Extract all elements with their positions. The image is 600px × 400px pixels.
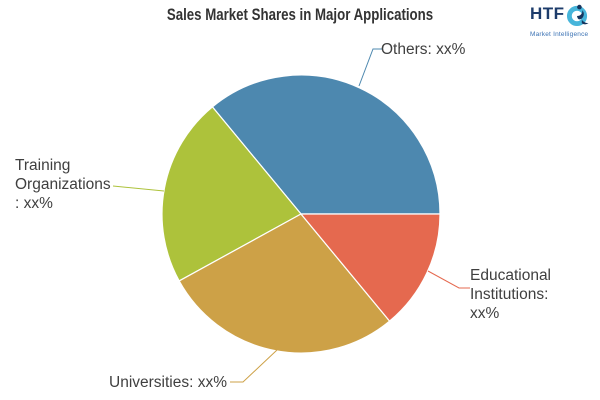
pie-slice-others	[211, 74, 441, 215]
slice-label-text: Educational	[470, 267, 552, 284]
slice-label-educational-institutions: Educational Institutions: xx%	[470, 266, 551, 323]
slice-label-text: Training	[15, 157, 71, 174]
pie-slice-educational-institutions	[300, 213, 441, 322]
slice-label-text: Others: xx%	[381, 41, 466, 58]
slice-label-others: Others: xx%	[381, 40, 465, 59]
slice-label-text: xx%	[470, 305, 500, 322]
slice-label-text: Universities: xx%	[109, 374, 227, 391]
leader-line-universities	[230, 349, 278, 383]
leader-line-others	[358, 48, 382, 87]
slice-label-text: Institutions:	[470, 286, 549, 303]
slice-label-text: Organizations	[15, 176, 111, 193]
leader-line-educational-institutions	[427, 270, 470, 289]
pie-slice-training-organizations	[161, 106, 302, 282]
slice-label-training-organizations: Training Organizations : xx%	[15, 156, 111, 213]
leader-line-training-organizations	[112, 185, 165, 192]
brand-logo: HTF Market Intelligence	[530, 4, 594, 38]
logo-wordmark: HTF	[530, 4, 565, 23]
pie-slice-universities	[178, 213, 391, 354]
slice-label-text: : xx%	[15, 195, 53, 212]
chart-title: Sales Market Shares in Major Application…	[166, 5, 434, 24]
slice-label-universities: Universities: xx%	[109, 373, 227, 392]
logo-tagline: Market Intelligence	[530, 31, 589, 38]
logo-swirl-icon	[565, 4, 589, 32]
